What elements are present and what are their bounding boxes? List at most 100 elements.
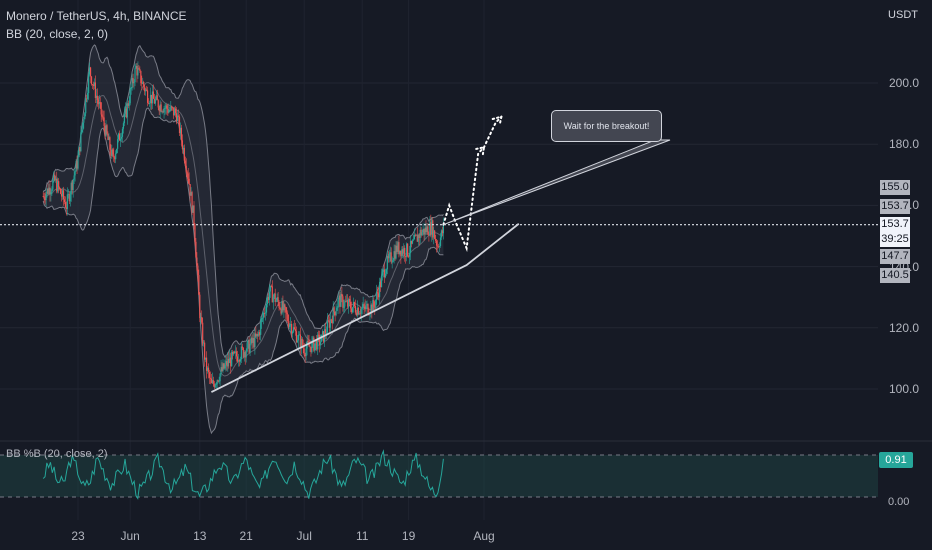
- candle-body: [394, 251, 396, 259]
- candle-body: [434, 230, 436, 239]
- candle-body: [204, 342, 206, 360]
- candle-body: [223, 363, 225, 369]
- candle-body: [202, 322, 204, 344]
- candle-body: [288, 321, 290, 327]
- candle-body: [300, 338, 302, 349]
- candle-body: [396, 245, 398, 252]
- candle-body: [104, 125, 106, 136]
- candle-body: [408, 255, 410, 257]
- candle-body: [424, 227, 426, 235]
- percent-b-indicator-label[interactable]: BB %B (20, close, 2): [6, 448, 108, 460]
- candle-body: [303, 348, 305, 355]
- candle-body: [138, 68, 140, 70]
- candle-body: [114, 157, 116, 160]
- candle-body: [221, 367, 223, 371]
- candle-body: [391, 261, 393, 263]
- candle-body: [94, 82, 96, 98]
- symbol-title[interactable]: Monero / TetherUS, 4h, BINANCE: [6, 9, 187, 23]
- candle-body: [100, 102, 102, 115]
- candle-body: [118, 133, 121, 141]
- candle-body: [152, 91, 154, 99]
- candle-body: [164, 108, 166, 109]
- candle-body: [266, 296, 269, 305]
- candle-body: [205, 357, 208, 371]
- candle-body: [146, 89, 148, 91]
- candle-body: [348, 299, 350, 307]
- candle-body: [312, 337, 314, 342]
- candle-body: [438, 245, 441, 247]
- candle-body: [160, 104, 162, 112]
- candle-body: [318, 334, 320, 336]
- candle-body: [258, 332, 260, 336]
- candle-body: [105, 125, 107, 136]
- candle-body: [366, 304, 368, 306]
- candle-body: [292, 327, 295, 332]
- candle-body: [261, 318, 263, 323]
- candle-body: [437, 246, 440, 248]
- candle-body: [103, 117, 105, 126]
- candle-body: [175, 109, 177, 114]
- candle-body: [112, 149, 114, 155]
- candle-body: [262, 317, 264, 319]
- candle-body: [95, 95, 97, 98]
- candle-body: [243, 352, 245, 358]
- candle-body: [155, 95, 157, 100]
- candle-body: [200, 317, 202, 319]
- candle-body: [440, 230, 443, 238]
- candle-body: [388, 253, 390, 259]
- candle-body: [139, 69, 141, 71]
- candle-body: [371, 304, 373, 313]
- candle-body: [248, 339, 250, 353]
- candle-body: [267, 296, 270, 300]
- candle-body: [115, 153, 117, 160]
- candle-body: [234, 351, 236, 353]
- candle-body: [89, 67, 91, 75]
- candle-body: [299, 334, 301, 349]
- candle-body: [307, 341, 309, 343]
- candle-body: [206, 367, 209, 371]
- candle-body: [186, 172, 188, 174]
- candle-body: [227, 358, 229, 367]
- candle-body: [420, 229, 422, 236]
- candle-body: [409, 240, 412, 254]
- candle-body: [92, 84, 95, 86]
- candle-body: [264, 312, 267, 314]
- candle-body: [205, 357, 207, 360]
- candle-body: [197, 265, 199, 276]
- arrow-head-mid: [475, 145, 486, 157]
- candle-body: [74, 171, 76, 176]
- price-label-last: 153.7: [880, 217, 910, 232]
- candle-body: [57, 181, 59, 192]
- bb-indicator-label[interactable]: BB (20, close, 2, 0): [6, 27, 109, 41]
- candle-body: [84, 113, 86, 120]
- candle-body: [219, 373, 221, 382]
- candle-body: [113, 154, 115, 158]
- candle-body: [242, 347, 244, 358]
- candle-body: [147, 90, 149, 103]
- candle-body: [432, 220, 434, 238]
- candle-body: [290, 324, 292, 325]
- candle-body: [232, 352, 234, 355]
- candle-body: [116, 148, 118, 154]
- candle-body: [50, 191, 52, 195]
- candle-body: [76, 161, 78, 169]
- candle-body: [400, 250, 402, 257]
- candle-body: [430, 222, 432, 235]
- breakout-callout[interactable]: Wait for the breakout!: [551, 110, 662, 142]
- candle-body: [69, 194, 71, 202]
- candle-body: [82, 122, 84, 131]
- candle-body: [259, 332, 261, 335]
- candle-body: [411, 240, 414, 244]
- candle-body: [109, 137, 111, 150]
- candle-body: [237, 360, 240, 362]
- candle-body: [297, 334, 299, 341]
- candle-body: [351, 307, 354, 313]
- candle-body: [128, 103, 130, 106]
- x-tick-label: 19: [401, 529, 416, 543]
- candle-body: [254, 333, 256, 348]
- candle-body: [385, 269, 387, 274]
- candle-body: [166, 105, 168, 110]
- x-tick-label: Jul: [296, 529, 312, 543]
- candle-body: [167, 109, 169, 113]
